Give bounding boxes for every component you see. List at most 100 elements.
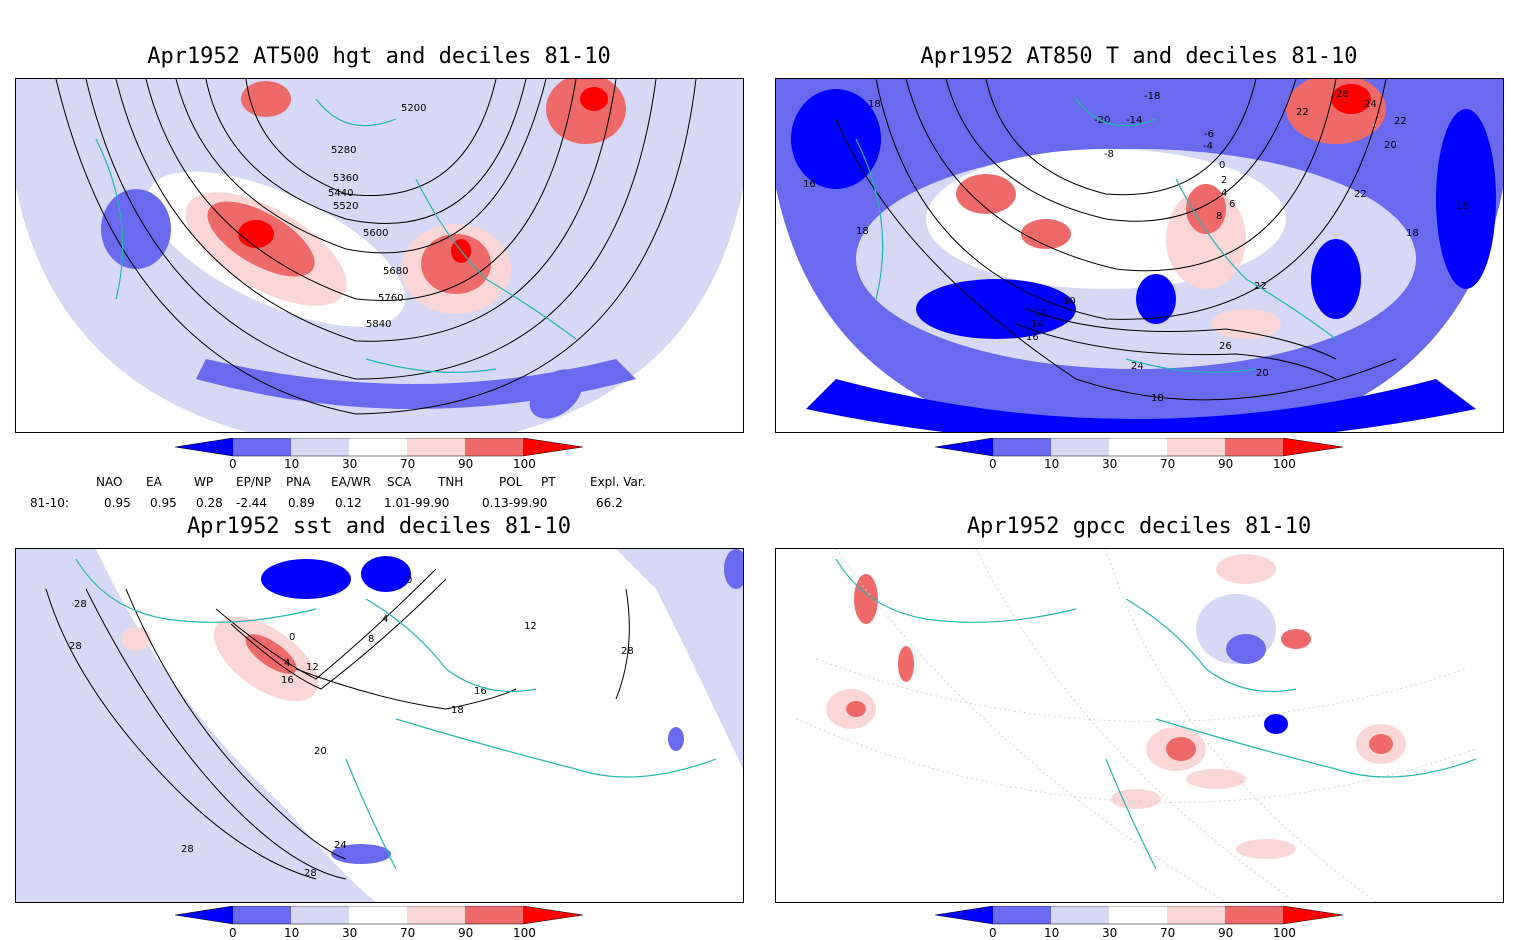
contour-label: 10 [1063, 296, 1076, 307]
index-header-eawr: EA/WR [331, 475, 372, 489]
contour-label: 4 [382, 614, 388, 625]
colorbar-label: 70 [400, 926, 415, 940]
index-value: 0.13-99.90 [482, 496, 548, 510]
map-panel-sst: 28 28 0 4 8 0 4 12 16 16 18 20 24 28 28 … [15, 548, 744, 903]
contour-label: 18 [451, 705, 464, 716]
panel3-title: Apr1952 sst and deciles 81-10 [186, 514, 572, 539]
index-header-epnp: EP/NP [236, 475, 272, 489]
index-value: 0.89 [288, 496, 315, 510]
contour-label: 18 [1406, 228, 1419, 239]
panel2-title: Apr1952 AT850 T and deciles 81-10 [920, 44, 1358, 69]
contour-label: 5440 [328, 188, 353, 199]
contour-label: 16 [281, 675, 294, 686]
colorbar-label: 30 [342, 926, 357, 940]
contour-label: 22 [1296, 107, 1309, 118]
map-sst: 28 28 0 4 8 0 4 12 16 16 18 20 24 28 28 … [16, 549, 743, 902]
contour-label: 4 [1221, 188, 1227, 199]
contour-label: 18 [856, 226, 869, 237]
colorbar-label: 10 [284, 457, 299, 471]
contour-label: 26 [1219, 341, 1232, 352]
colorbar-label: 100 [513, 926, 536, 940]
contour-label: 28 [69, 641, 82, 652]
contour-label: -8 [1104, 149, 1114, 160]
contour-label: 20 [1256, 368, 1269, 379]
colorbar-label: 100 [513, 457, 536, 471]
contour-label: 22 [1394, 116, 1407, 127]
contour-label: 12 [524, 621, 537, 632]
colorbar-label: 70 [1160, 457, 1175, 471]
map-hgt500: 5200 5280 5360 5440 5520 5600 5680 5760 … [16, 79, 743, 432]
contour-label: 28 [304, 868, 317, 879]
index-value: -2.44 [236, 496, 268, 510]
colorbar-label: 0 [229, 457, 237, 471]
colorbar-label: 0 [229, 926, 237, 940]
panel4-title: Apr1952 gpcc deciles 81-10 [966, 514, 1312, 539]
index-header-wp: WP [194, 475, 214, 489]
contour-label: 18 [868, 99, 881, 110]
map-panel-hgt500: 5200 5280 5360 5440 5520 5600 5680 5760 … [15, 78, 744, 433]
colorbar-label: 10 [284, 926, 299, 940]
colorbar-label: 90 [1218, 457, 1233, 471]
colorbar-label: 100 [1273, 926, 1296, 940]
contour-label: 4 [284, 658, 290, 669]
contour-label: -18 [1144, 91, 1160, 102]
index-value: 1.01-99.90 [384, 496, 450, 510]
colorbar-label: 30 [342, 457, 357, 471]
index-row-label: 81-10: [30, 496, 69, 510]
contour-label: 16 [803, 179, 816, 190]
colorbar-label: 90 [458, 457, 473, 471]
contour-label: 28 [181, 844, 194, 855]
index-header-pt: PT [541, 475, 556, 489]
colorbar-label: 100 [1273, 457, 1296, 471]
colorbar-label: 10 [1044, 457, 1059, 471]
index-header-ea: EA [146, 475, 162, 489]
contour-label: 20 [1384, 140, 1397, 151]
index-value: 0.95 [104, 496, 131, 510]
contour-label: 18 [1151, 393, 1164, 404]
index-value: 0.95 [150, 496, 177, 510]
index-header-pna: PNA [286, 475, 311, 489]
contour-label: 20 [314, 746, 327, 757]
contour-label: 5760 [378, 293, 403, 304]
contour-label: 26 [1336, 89, 1349, 100]
colorbar-bottom-left: 0 10 30 70 90 100 [175, 906, 584, 940]
contour-label: 16 [1026, 332, 1039, 343]
index-value: 66.2 [596, 496, 623, 510]
contour-label: 6 [1229, 199, 1235, 210]
colorbar-label: 0 [989, 457, 997, 471]
map-panel-gpcc [775, 548, 1504, 903]
map-gpcc [776, 549, 1503, 902]
contour-label: 2 [1221, 175, 1227, 186]
index-header-explvar: Expl. Var. [590, 475, 646, 489]
contour-label: -14 [1126, 115, 1142, 126]
colorbar-label: 30 [1102, 926, 1117, 940]
index-header-pol: POL [499, 475, 523, 489]
contour-label: 5520 [333, 201, 358, 212]
index-header-nao: NAO [96, 475, 123, 489]
contour-label: 12 [1034, 308, 1047, 319]
panel1-title: Apr1952 AT500 hgt and deciles 81-10 [147, 44, 611, 69]
contour-label: 5200 [401, 103, 426, 114]
index-value: 0.12 [335, 496, 362, 510]
contour-label: 16 [474, 686, 487, 697]
colorbar-top-right: 0 10 30 70 90 100 [935, 438, 1344, 471]
contour-label: -6 [1204, 129, 1214, 140]
index-header-tnh: TNH [438, 475, 464, 489]
contour-label: 28 [621, 646, 634, 657]
contour-label: 8 [1216, 211, 1222, 222]
colorbar-label: 70 [400, 457, 415, 471]
contour-label: -4 [1203, 141, 1213, 152]
contour-label: 0 [289, 632, 295, 643]
contour-label: 0 [1219, 160, 1225, 171]
colorbar-bottom-right: 0 10 30 70 90 100 [935, 906, 1344, 940]
contour-label: 22 [1354, 189, 1367, 200]
contour-label: 28 [74, 599, 87, 610]
contour-label: 5840 [366, 319, 391, 330]
contour-label: 16 [1456, 201, 1469, 212]
contour-label: 5680 [383, 266, 408, 277]
index-header-sca: SCA [387, 475, 412, 489]
map-t850: 18 -18 -20 -14 -6 -8 -4 0 2 4 6 8 16 18 … [776, 79, 1503, 432]
contour-label: 0 [406, 575, 412, 586]
contour-label: 22 [1254, 281, 1267, 292]
colorbar-top-left: 0 10 30 70 90 100 [175, 438, 584, 471]
